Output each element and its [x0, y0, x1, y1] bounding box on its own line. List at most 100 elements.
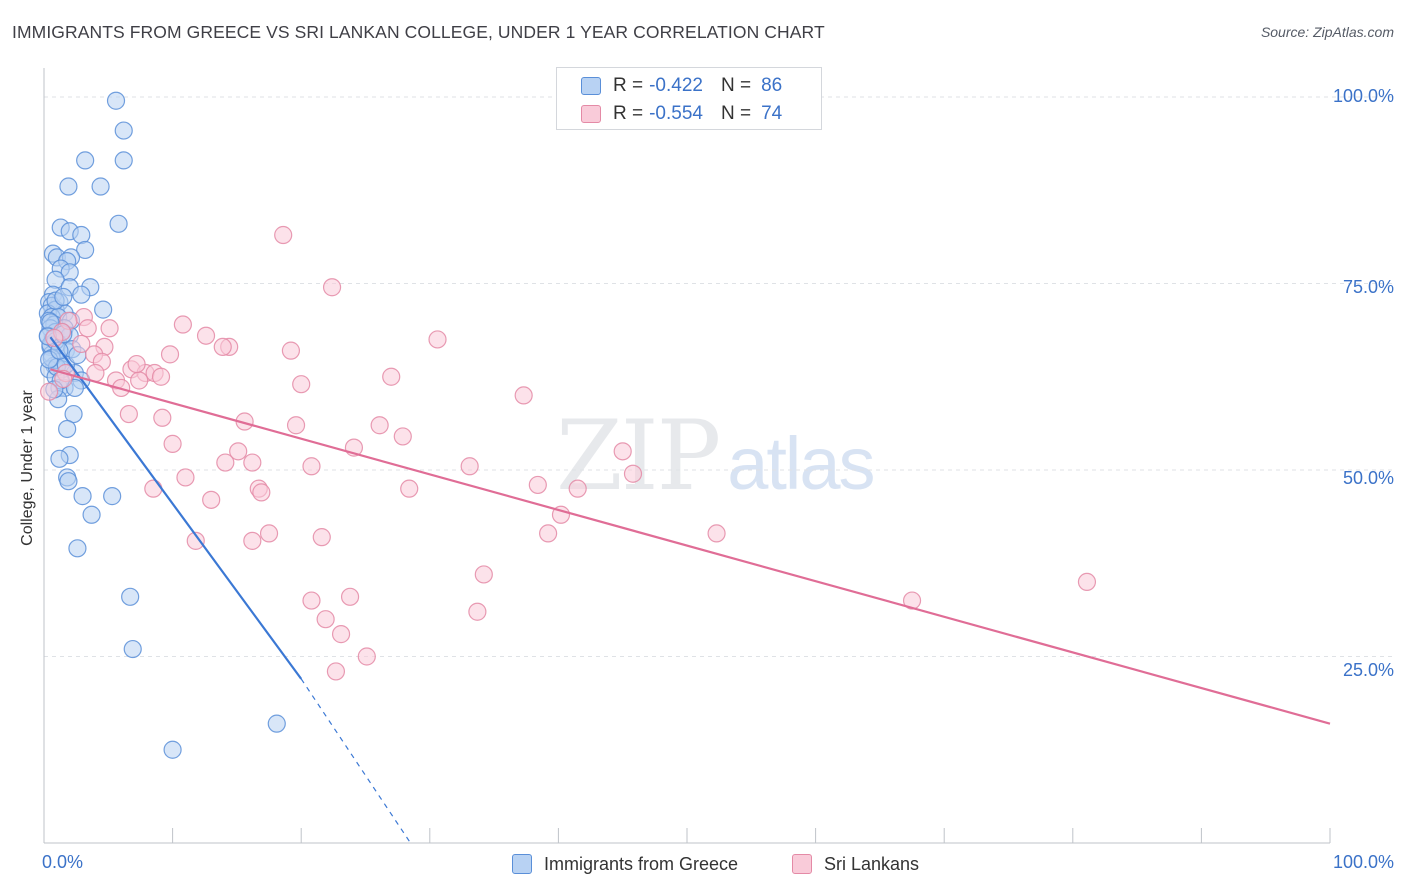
point-srilanka-67 [326, 662, 346, 681]
point-srilanka-34 [163, 434, 182, 453]
point-srilanka-39 [243, 453, 262, 472]
legend-r-label-greece: R = [613, 75, 644, 96]
point-srilanka-31 [370, 416, 389, 435]
point-greece-20 [72, 285, 91, 304]
point-greece-2 [76, 151, 95, 170]
point-srilanka-44 [528, 475, 547, 495]
point-greece-67 [123, 639, 142, 659]
point-srilanka-62 [902, 591, 922, 610]
point-srilanka-29 [153, 408, 172, 427]
point-srilanka-58 [474, 565, 493, 584]
point-srilanka-23 [130, 371, 149, 390]
point-srilanka-21 [382, 367, 401, 386]
point-srilanka-24 [292, 375, 311, 394]
point-srilanka-33 [393, 427, 412, 446]
point-greece-4 [59, 177, 78, 196]
point-srilanka-6 [78, 319, 97, 338]
point-srilanka-43 [176, 468, 195, 487]
legend-swatch-greece [581, 77, 601, 95]
point-greece-10 [76, 240, 95, 260]
point-srilanka-65 [331, 625, 351, 644]
point-srilanka-53 [707, 524, 726, 543]
point-greece-64 [82, 505, 101, 524]
point-greece-57 [58, 419, 77, 439]
bottom-legend-label-srilanka: Sri Lankans [824, 853, 920, 874]
point-srilanka-42 [623, 464, 643, 483]
source-credit: Source: ZipAtlas.com [1260, 24, 1394, 40]
point-greece-0 [106, 91, 126, 110]
point-srilanka-73 [151, 367, 171, 386]
legend-row-srilanka: R = -0.554 N = 74 [581, 101, 782, 127]
point-srilanka-40 [302, 457, 321, 476]
point-greece-5 [91, 177, 110, 196]
point-srilanka-5 [100, 319, 119, 338]
point-srilanka-49 [252, 483, 271, 502]
point-srilanka-46 [400, 479, 419, 498]
point-srilanka-61 [302, 591, 321, 610]
legend-r-value-srilanka: -0.554 [649, 103, 703, 124]
point-greece-6 [109, 214, 128, 233]
bottom-legend-label-greece: Immigrants from Greece [544, 853, 739, 874]
point-srilanka-27 [514, 386, 533, 405]
point-srilanka-36 [613, 442, 632, 461]
point-srilanka-56 [186, 531, 205, 550]
point-greece-59 [50, 449, 69, 468]
bottom-legend-srilanka: Sri Lankans [792, 850, 919, 878]
point-srilanka-7 [196, 326, 216, 345]
correlation-legend: R = -0.422 N = 86 R = -0.554 N = 74 [556, 67, 822, 130]
point-greece-65 [68, 539, 87, 558]
point-srilanka-59 [1077, 572, 1097, 592]
point-srilanka-66 [357, 647, 376, 666]
legend-r-value-greece: -0.422 [649, 75, 703, 96]
x-tick-label-max: 100.0% [1332, 852, 1394, 872]
point-srilanka-64 [316, 610, 335, 629]
point-srilanka-1 [322, 278, 342, 297]
point-srilanka-63 [468, 602, 487, 621]
point-srilanka-52 [259, 524, 279, 543]
point-srilanka-54 [539, 524, 558, 543]
point-srilanka-69 [127, 354, 146, 374]
point-greece-85 [54, 287, 73, 307]
point-srilanka-45 [568, 479, 587, 498]
legend-swatch-srilanka [581, 105, 601, 123]
point-greece-63 [103, 487, 122, 506]
point-srilanka-37 [229, 442, 248, 461]
trendline-greece-extension [300, 678, 412, 844]
legend-n-label-srilanka: N = [720, 103, 752, 124]
legend-n-value-greece: 86 [761, 75, 783, 96]
point-greece-69 [163, 740, 182, 759]
y-tick-label-100: 100.0% [1332, 86, 1394, 106]
point-srilanka-60 [340, 587, 360, 606]
trendline-srilanka [50, 368, 1331, 725]
point-srilanka-13 [281, 341, 301, 360]
point-srilanka-47 [144, 479, 163, 498]
y-tick-label-75: 75.0% [1342, 277, 1394, 297]
point-srilanka-32 [286, 416, 306, 435]
point-greece-1 [114, 121, 133, 140]
bottom-legend-swatch-greece [512, 854, 532, 874]
chart-title: IMMIGRANTS FROM GREECE VS SRI LANKAN COL… [12, 22, 825, 42]
point-srilanka-28 [119, 404, 138, 424]
legend-n-label-greece: N = [720, 75, 752, 96]
point-srilanka-4 [173, 315, 192, 334]
point-srilanka-50 [202, 490, 221, 509]
point-greece-68 [267, 714, 286, 733]
point-greece-9 [72, 225, 91, 245]
point-srilanka-14 [160, 345, 180, 364]
point-greece-26 [94, 300, 113, 319]
point-srilanka-38 [216, 453, 235, 472]
y-tick-label-50: 50.0% [1342, 468, 1394, 488]
point-greece-66 [121, 587, 140, 606]
point-greece-62 [73, 487, 92, 506]
point-srilanka-68 [72, 334, 91, 354]
point-srilanka-12 [213, 337, 232, 357]
point-srilanka-9 [428, 330, 447, 349]
point-srilanka-26 [40, 382, 59, 401]
legend-r-label-srilanka: R = [613, 103, 644, 124]
point-srilanka-0 [274, 225, 293, 245]
x-tick-label-min: 0.0% [42, 852, 84, 872]
trendline-greece [49, 336, 303, 680]
bottom-legend-greece: Immigrants from Greece [512, 850, 738, 878]
legend-n-value-srilanka: 74 [761, 103, 783, 124]
